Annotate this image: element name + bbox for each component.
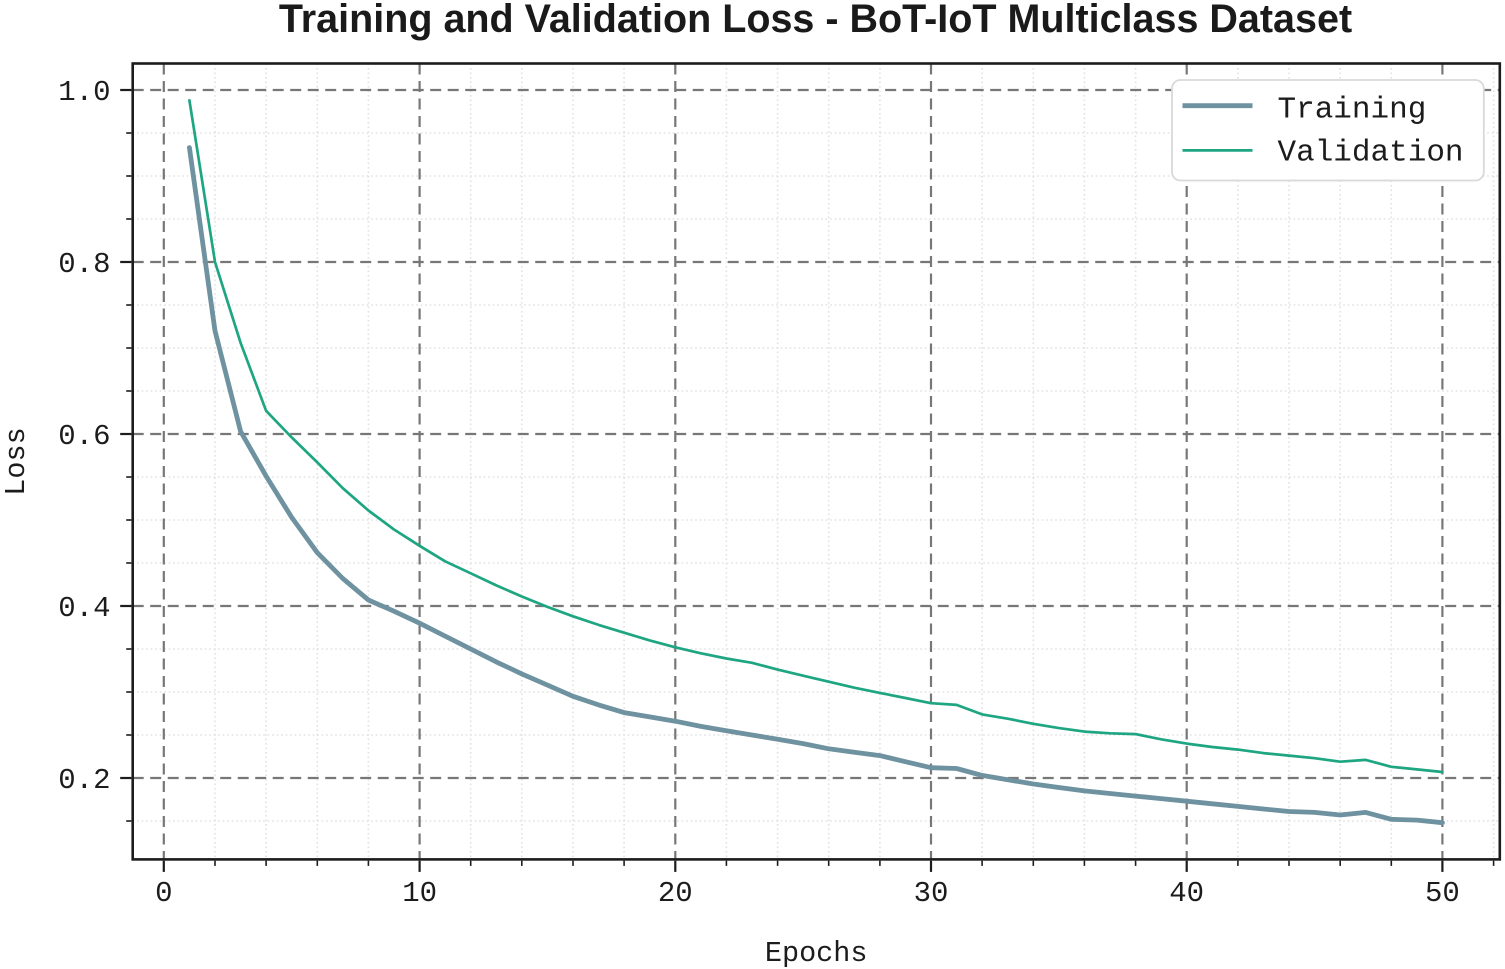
svg-text:10: 10 bbox=[402, 877, 437, 910]
svg-text:Loss: Loss bbox=[0, 427, 33, 495]
svg-text:0.4: 0.4 bbox=[58, 592, 110, 625]
svg-text:50: 50 bbox=[1425, 877, 1460, 910]
svg-text:0.2: 0.2 bbox=[58, 764, 110, 797]
svg-text:Training: Training bbox=[1278, 93, 1427, 128]
svg-text:Training and Validation Loss -: Training and Validation Loss - BoT-IoT M… bbox=[279, 0, 1352, 41]
svg-text:1.0: 1.0 bbox=[58, 76, 110, 109]
svg-text:30: 30 bbox=[914, 877, 949, 910]
svg-text:Validation: Validation bbox=[1278, 136, 1464, 171]
svg-text:0.6: 0.6 bbox=[58, 420, 110, 453]
svg-text:40: 40 bbox=[1169, 877, 1204, 910]
svg-text:0.8: 0.8 bbox=[58, 248, 110, 281]
svg-text:20: 20 bbox=[658, 877, 693, 910]
svg-text:0: 0 bbox=[155, 877, 172, 910]
svg-text:Epochs: Epochs bbox=[765, 937, 868, 969]
